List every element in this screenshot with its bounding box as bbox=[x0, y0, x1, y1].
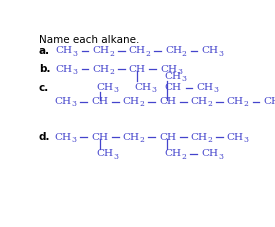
Text: CH: CH bbox=[191, 97, 207, 106]
Text: 2: 2 bbox=[182, 50, 187, 58]
Text: CH: CH bbox=[201, 149, 218, 158]
Text: c.: c. bbox=[39, 83, 49, 93]
Text: CH: CH bbox=[159, 133, 176, 142]
Text: d.: d. bbox=[39, 132, 50, 142]
Text: 2: 2 bbox=[140, 136, 144, 144]
Text: CH: CH bbox=[91, 133, 108, 142]
Text: 3: 3 bbox=[73, 50, 78, 58]
Text: a.: a. bbox=[39, 46, 50, 56]
Text: 2: 2 bbox=[182, 153, 186, 161]
Text: CH: CH bbox=[91, 97, 108, 106]
Text: CH: CH bbox=[123, 133, 140, 142]
Text: 2: 2 bbox=[207, 136, 212, 144]
Text: 3: 3 bbox=[151, 86, 156, 94]
Text: 3: 3 bbox=[72, 100, 77, 108]
Text: 3: 3 bbox=[182, 75, 187, 83]
Text: CH: CH bbox=[92, 65, 109, 74]
Text: CH: CH bbox=[55, 133, 72, 142]
Text: 2: 2 bbox=[109, 50, 114, 58]
Text: CH: CH bbox=[159, 97, 176, 106]
Text: CH: CH bbox=[165, 72, 182, 81]
Text: CH: CH bbox=[56, 65, 73, 74]
Text: CH: CH bbox=[165, 83, 182, 92]
Text: CH: CH bbox=[160, 65, 177, 74]
Text: CH: CH bbox=[165, 149, 182, 158]
Text: 2: 2 bbox=[109, 68, 114, 76]
Text: CH: CH bbox=[227, 97, 244, 106]
Text: 3: 3 bbox=[218, 50, 223, 58]
Text: 3: 3 bbox=[114, 153, 119, 161]
Text: CH: CH bbox=[97, 149, 114, 158]
Text: CH: CH bbox=[201, 46, 218, 55]
Text: 3: 3 bbox=[114, 86, 119, 94]
Text: CH: CH bbox=[227, 133, 244, 142]
Text: CH: CH bbox=[196, 83, 213, 92]
Text: 3: 3 bbox=[244, 136, 249, 144]
Text: CH: CH bbox=[55, 97, 72, 106]
Text: CH: CH bbox=[92, 46, 109, 55]
Text: 2: 2 bbox=[244, 100, 249, 108]
Text: CH: CH bbox=[165, 46, 182, 55]
Text: 3: 3 bbox=[218, 153, 223, 161]
Text: Name each alkane.: Name each alkane. bbox=[39, 35, 139, 45]
Text: CH: CH bbox=[97, 83, 114, 92]
Text: 2: 2 bbox=[140, 100, 144, 108]
Text: 2: 2 bbox=[145, 50, 150, 58]
Text: 3: 3 bbox=[213, 86, 218, 94]
Text: CH: CH bbox=[263, 97, 275, 106]
Text: 3: 3 bbox=[73, 68, 78, 76]
Text: CH: CH bbox=[191, 133, 207, 142]
Text: 2: 2 bbox=[207, 100, 212, 108]
Text: CH: CH bbox=[123, 97, 140, 106]
Text: 3: 3 bbox=[177, 68, 182, 76]
Text: 3: 3 bbox=[72, 136, 77, 144]
Text: CH: CH bbox=[56, 46, 73, 55]
Text: CH: CH bbox=[134, 83, 151, 92]
Text: CH: CH bbox=[128, 46, 145, 55]
Text: CH: CH bbox=[128, 65, 145, 74]
Text: b.: b. bbox=[39, 64, 50, 74]
